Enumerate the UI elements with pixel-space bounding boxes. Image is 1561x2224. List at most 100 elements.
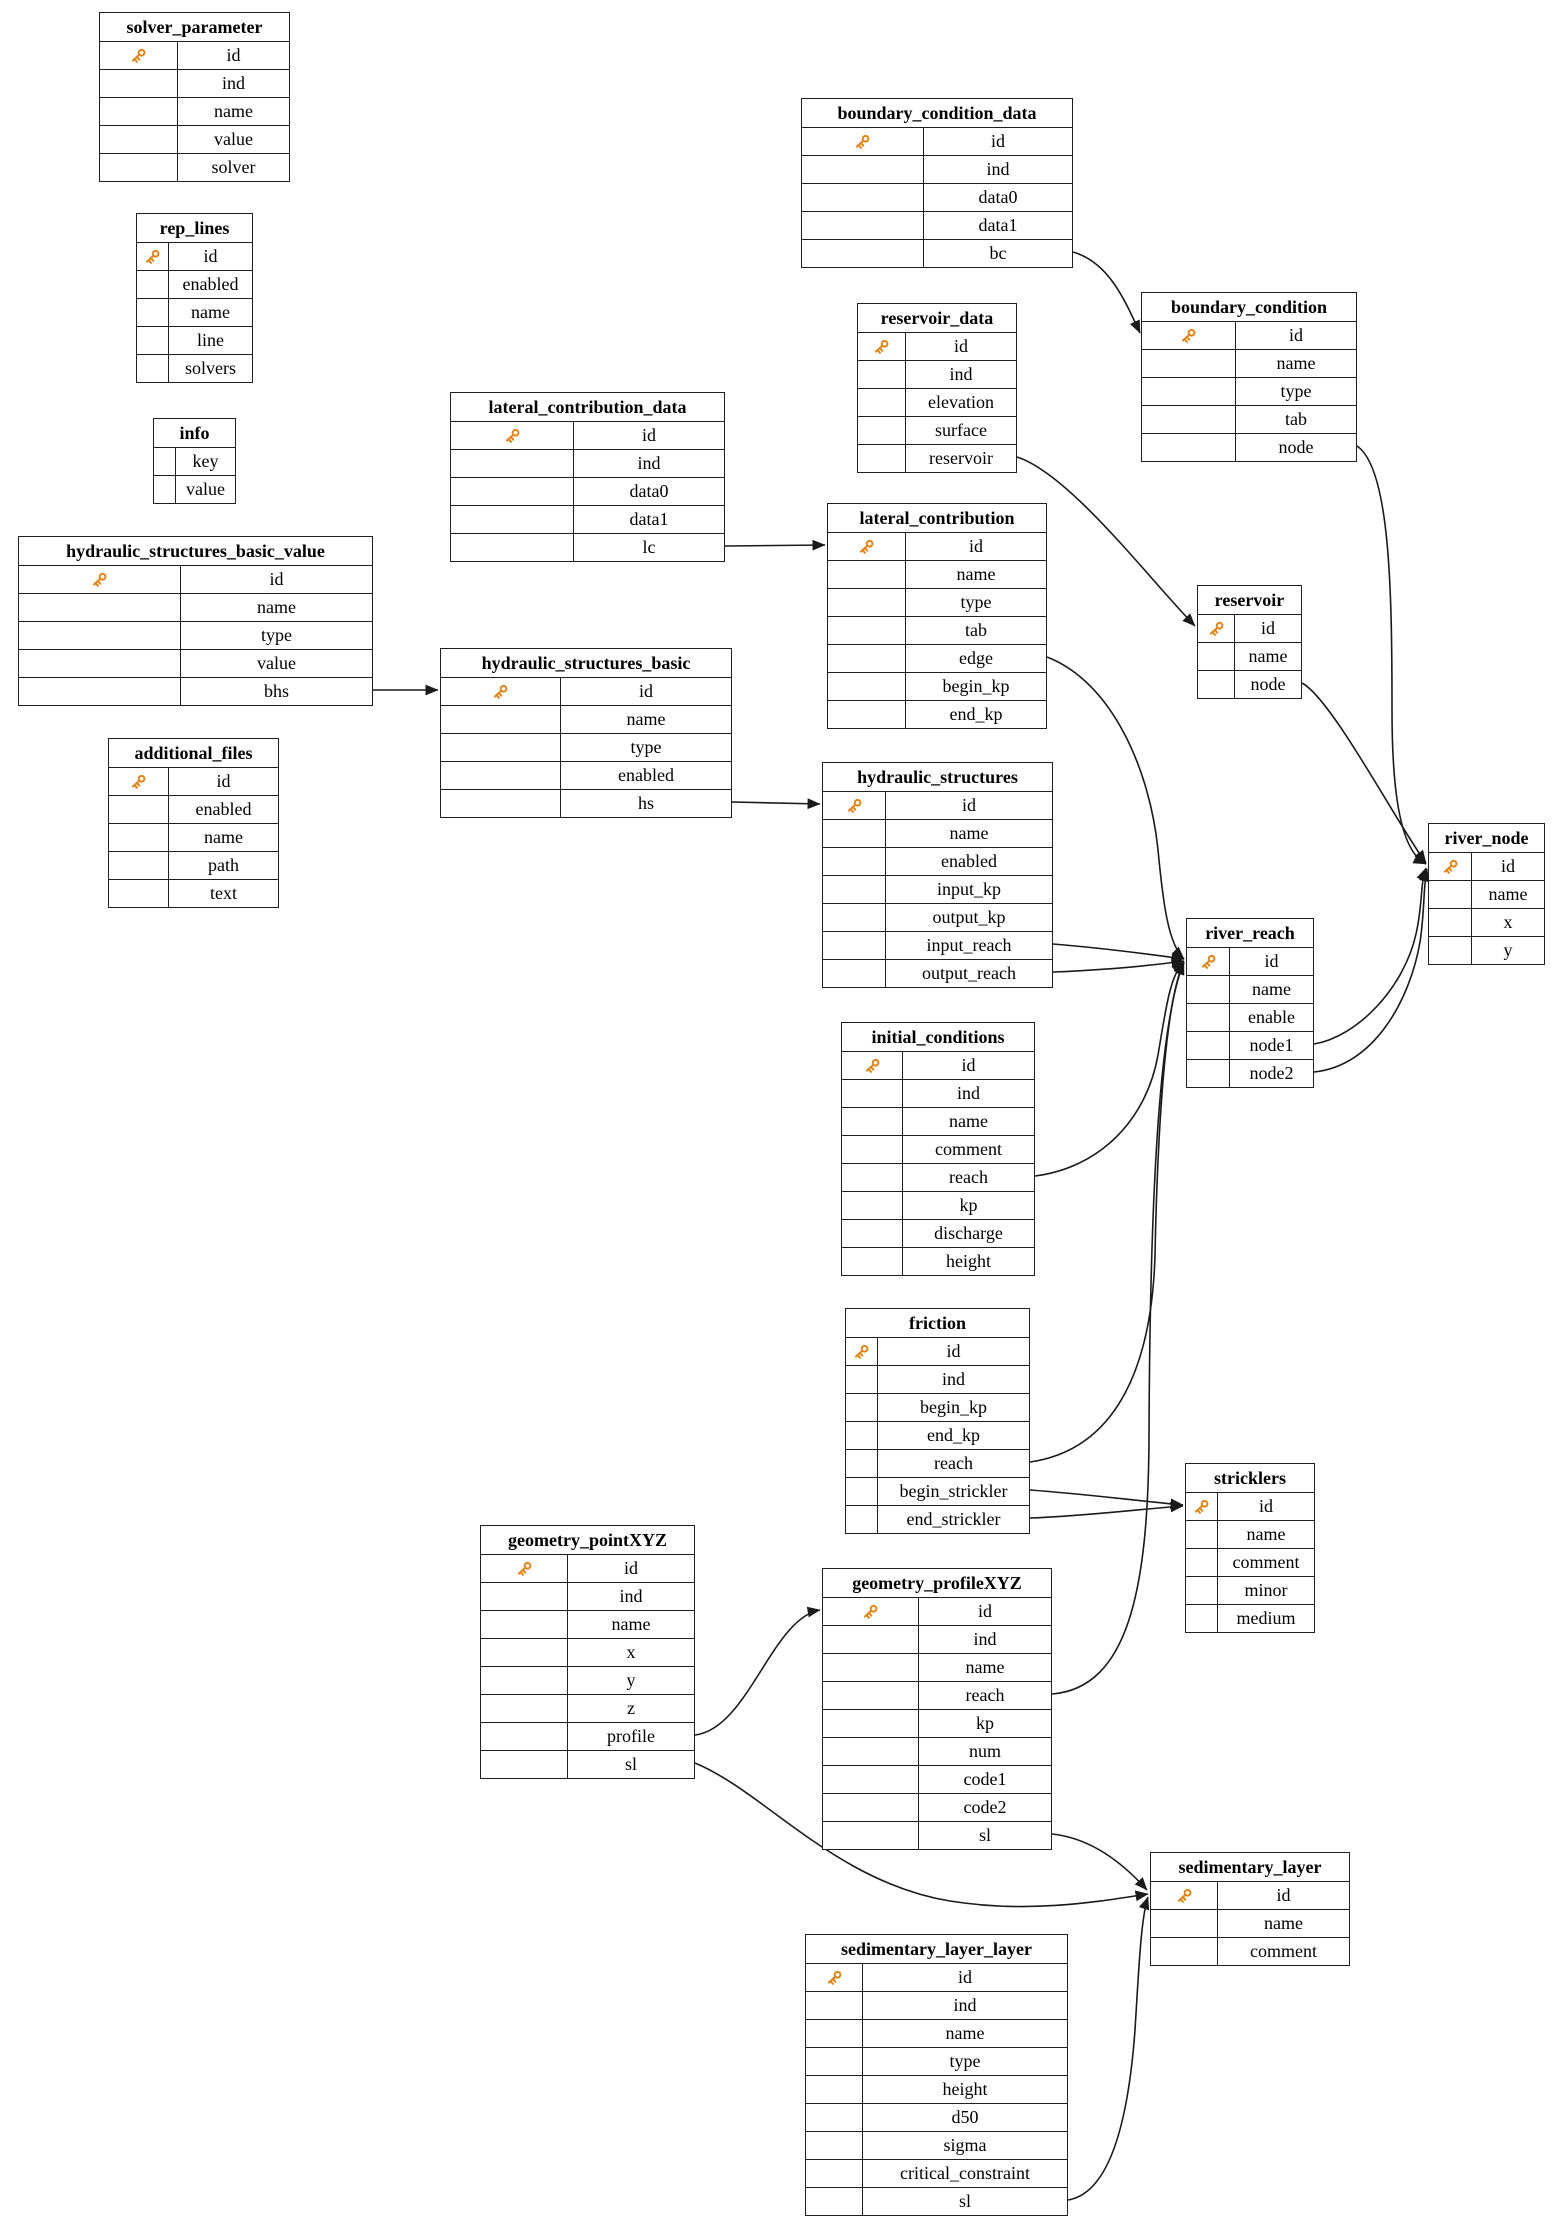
key-cell [441, 706, 561, 733]
key-cell [109, 852, 169, 879]
key-cell [842, 1220, 903, 1247]
table-row: data0 [451, 477, 724, 505]
table-row: minor [1186, 1576, 1314, 1604]
table-title: rep_lines [159, 218, 230, 238]
field-name: reach [965, 1685, 1005, 1705]
field-name: tab [965, 620, 987, 640]
primary-key-icon [847, 798, 861, 813]
field-name: height [946, 1251, 991, 1271]
field-name: ind [953, 1995, 977, 2015]
table-row: id [1142, 321, 1356, 349]
table-row: ind [842, 1079, 1034, 1107]
table-title: initial_conditions [871, 1027, 1005, 1047]
table-row: reach [823, 1681, 1051, 1709]
table-solver_parameter: solver_parameter id ind name value solver [99, 12, 290, 182]
table-boundary_condition: boundary_condition id name type tab node [1141, 292, 1357, 462]
field-name: node [1250, 674, 1286, 694]
field-name: x [1503, 912, 1513, 932]
table-row: id [1151, 1881, 1349, 1909]
key-cell [802, 212, 924, 239]
key-cell [802, 184, 924, 211]
table-row: id [19, 565, 372, 593]
key-cell [481, 1611, 568, 1638]
field-name: sl [958, 2191, 971, 2211]
edge-reservoir.node-river_node.id [1301, 682, 1427, 864]
table-row: ind [823, 1625, 1051, 1653]
key-cell [451, 450, 574, 477]
table-friction: friction id ind begin_kp end_kp reach begin_st… [845, 1308, 1030, 1534]
table-river_reach: river_reach id name enable node1 node2 [1186, 918, 1314, 1088]
key-cell [806, 2188, 863, 2215]
key-cell [823, 1794, 919, 1821]
field-name: code2 [963, 1797, 1007, 1817]
field-name: type [630, 737, 662, 757]
field-name: ind [221, 73, 245, 93]
table-title: info [179, 423, 210, 443]
key-cell [842, 1108, 903, 1135]
key-cell [451, 478, 574, 505]
table-lateral_contribution: lateral_contribution id name type tab edge beg… [827, 503, 1047, 729]
field-name: ind [986, 159, 1010, 179]
field-name: id [968, 536, 983, 556]
table-title: lateral_contribution_data [488, 397, 687, 417]
field-name: output_kp [932, 907, 1006, 927]
table-lateral_contribution_data: lateral_contribution_data id ind data0 data1… [450, 392, 725, 562]
table-row: height [842, 1247, 1034, 1275]
key-cell [441, 734, 561, 761]
primary-key-icon [827, 1970, 841, 1985]
key-cell [109, 824, 169, 851]
table-row: name [441, 705, 731, 733]
field-name: sigma [943, 2135, 987, 2155]
table-row: type [806, 2047, 1067, 2075]
table-row: profile [481, 1722, 694, 1750]
table-title: sedimentary_layer_layer [841, 1939, 1032, 1959]
table-row: sl [481, 1750, 694, 1778]
edge-boundary_condition.node-river_node.id [1356, 445, 1427, 865]
key-cell [441, 790, 561, 817]
table-row: ind [451, 449, 724, 477]
key-cell [858, 445, 906, 472]
field-name: discharge [934, 1223, 1003, 1243]
field-name: comment [1250, 1941, 1317, 1961]
table-title: reservoir_data [880, 308, 994, 328]
primary-key-icon [874, 339, 889, 354]
edge-geometry_profileXYZ.reach-river_reach.id [1051, 961, 1185, 1695]
key-cell [137, 299, 169, 326]
table-row: enabled [109, 795, 278, 823]
field-name: data0 [629, 481, 669, 501]
table-row: name [19, 593, 372, 621]
key-cell [451, 534, 574, 561]
field-name: id [1260, 618, 1275, 638]
primary-key-icon [854, 1344, 869, 1359]
primary-key-cell [451, 422, 574, 449]
primary-key-cell [1187, 948, 1230, 975]
primary-key-icon [1194, 1499, 1209, 1514]
field-name: name [1264, 1913, 1303, 1933]
key-cell [481, 1751, 568, 1778]
table-row: id [1186, 1492, 1314, 1520]
key-cell [858, 361, 906, 388]
table-row: ind [100, 69, 289, 97]
table-row: text [109, 879, 278, 907]
edge-reservoir_data.reservoir-reservoir.id [1016, 456, 1196, 627]
table-row: comment [1151, 1937, 1349, 1965]
primary-key-cell [100, 42, 178, 69]
table-info: info key value [153, 418, 236, 504]
field-name: node [1278, 437, 1314, 457]
table-row: type [828, 588, 1046, 616]
table-row: name [1187, 975, 1313, 1003]
key-cell [823, 1738, 919, 1765]
key-cell [842, 1164, 903, 1191]
field-name: name [949, 823, 989, 843]
key-cell [481, 1723, 568, 1750]
field-name: line [197, 330, 224, 350]
key-cell [823, 1626, 919, 1653]
table-row: id [802, 127, 1072, 155]
table-row: input_reach [823, 931, 1052, 959]
primary-key-cell [481, 1555, 568, 1582]
edge-geometry_pointXYZ.sl-sedimentary_layer.id [694, 1762, 1149, 1908]
primary-key-cell [109, 768, 169, 795]
table-row: x [481, 1638, 694, 1666]
table-row: id [846, 1337, 1029, 1365]
primary-key-icon [1181, 328, 1196, 343]
